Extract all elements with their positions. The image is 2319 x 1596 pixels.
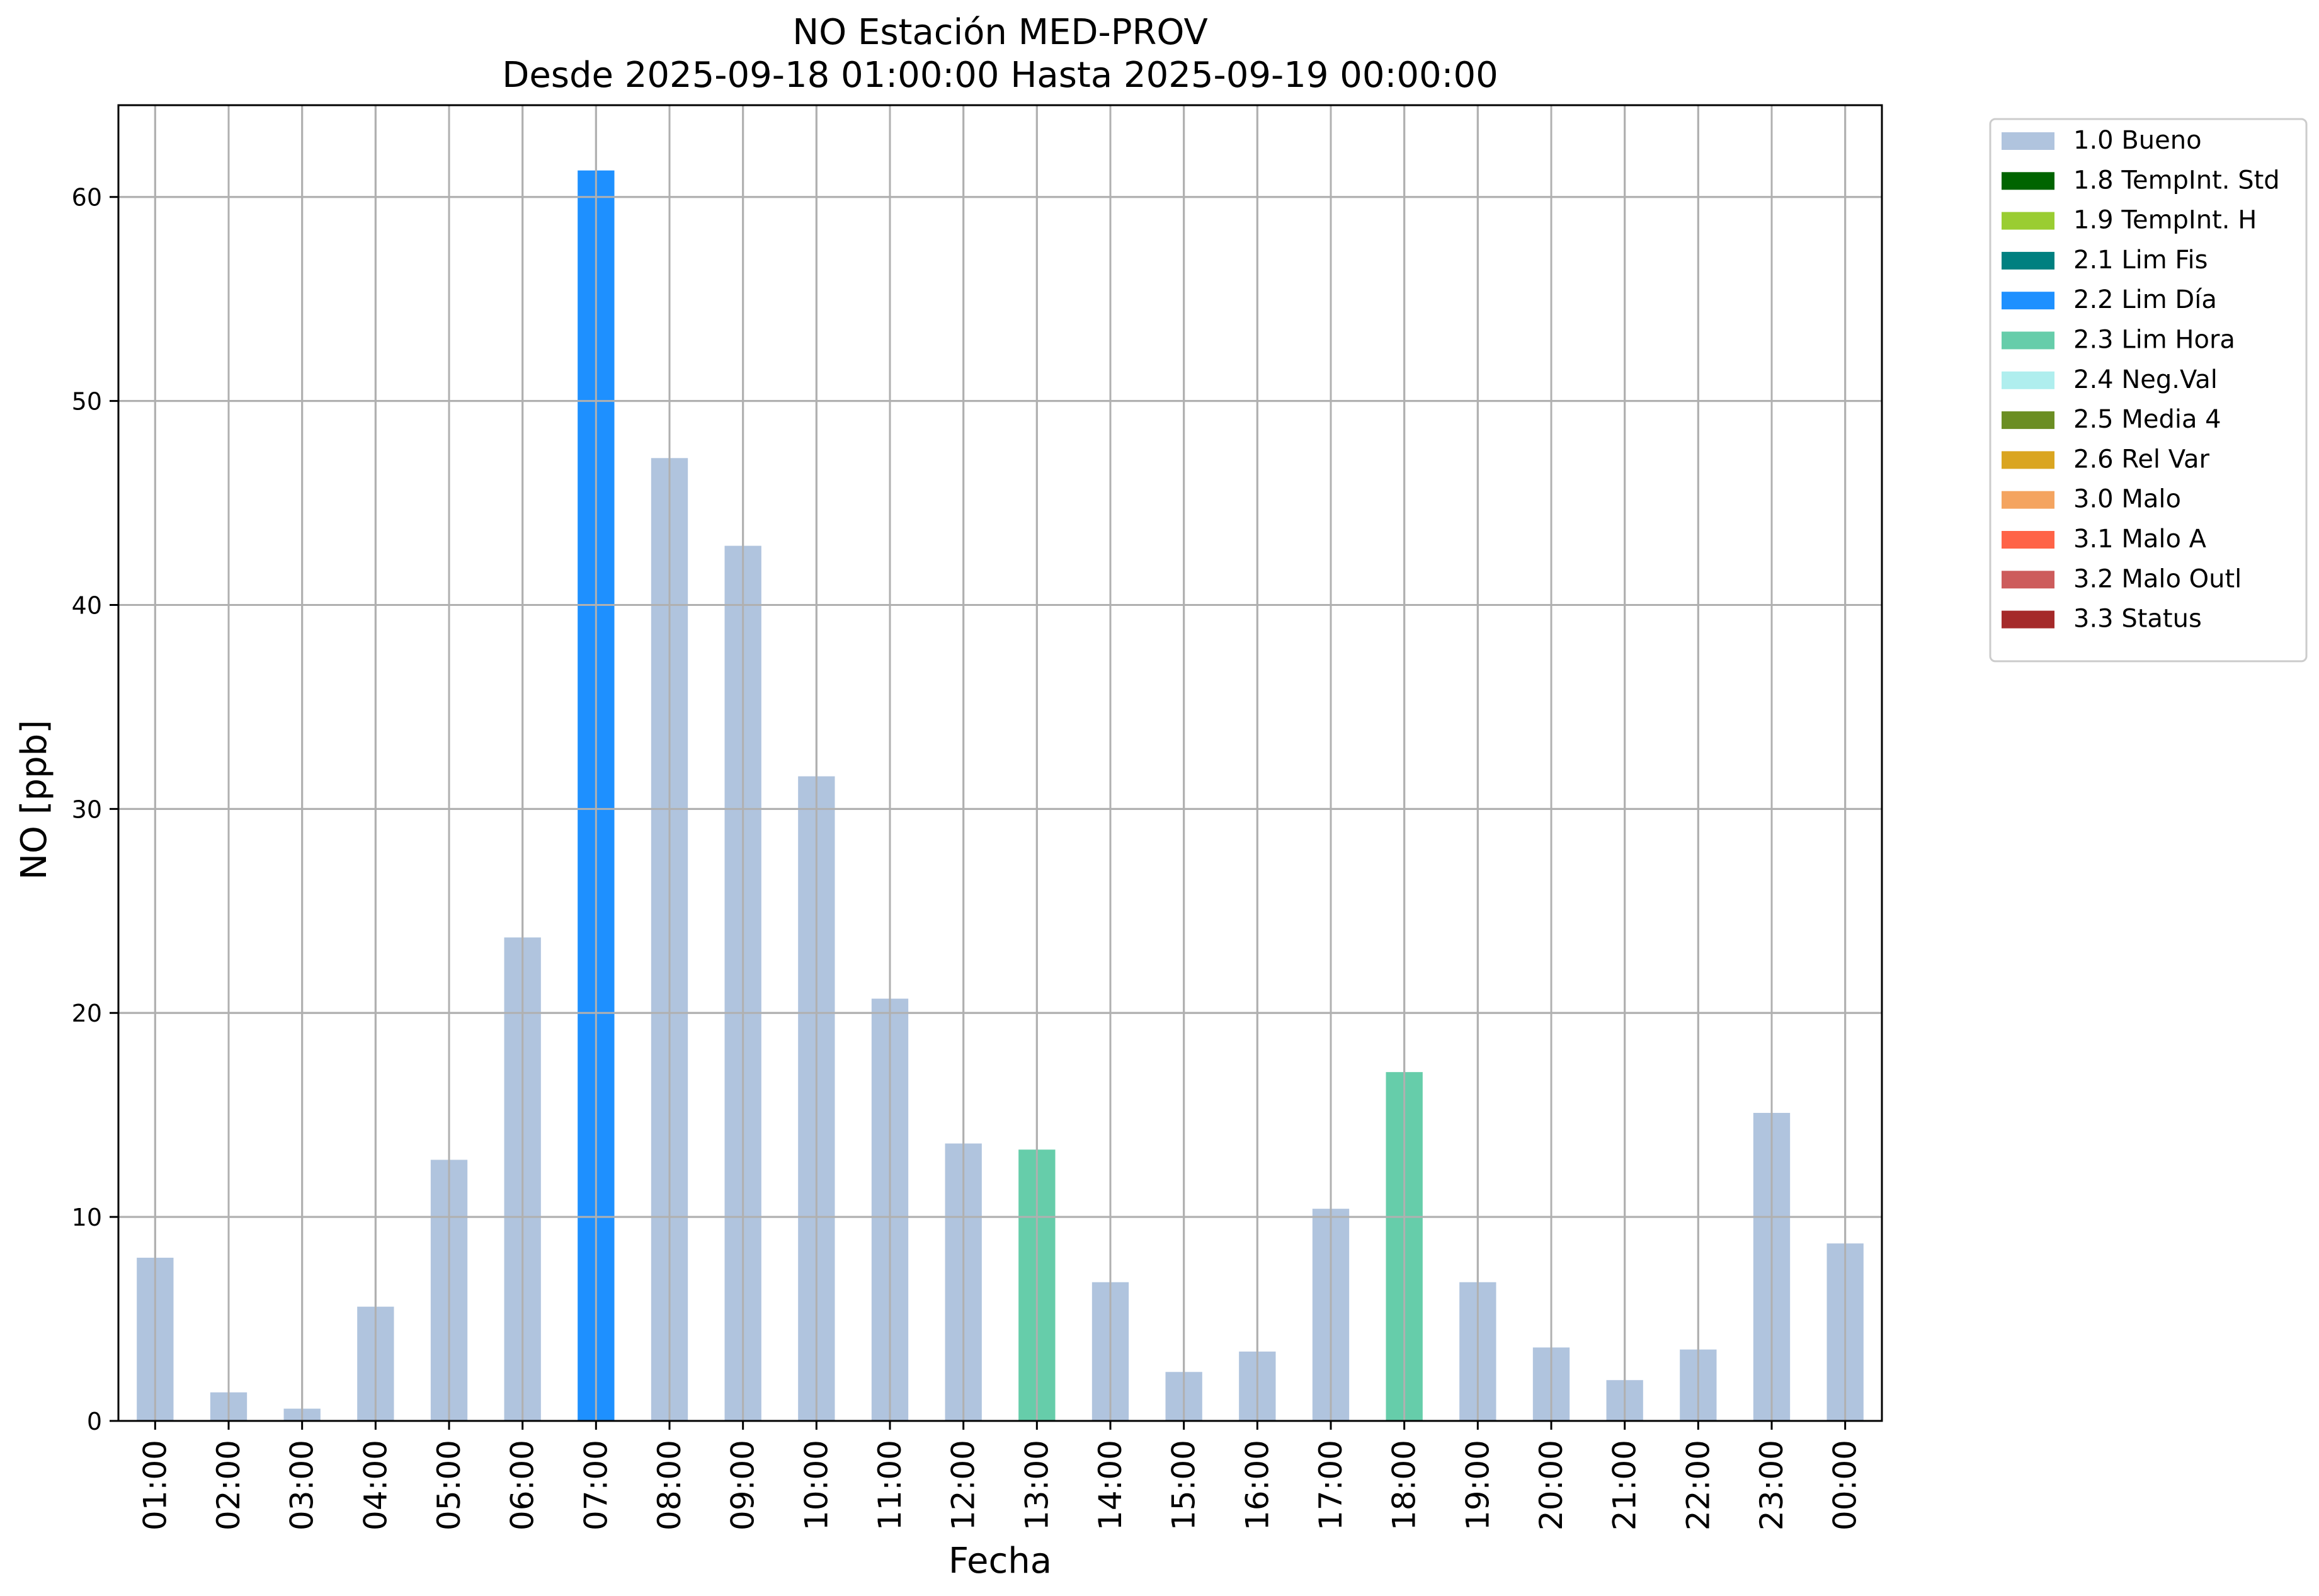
- x-axis-ticks: 01:00 02:00 03:00 04:00 05:00 06:00 07:00 08:00…: [137, 1421, 1864, 1530]
- x-tick-label: 16:00: [1239, 1440, 1275, 1530]
- x-tick-label: 15:00: [1166, 1440, 1202, 1530]
- x-tick-label: 03:00: [284, 1440, 321, 1530]
- bars: [118, 105, 1882, 1422]
- legend-label: 2.3 Lim Hora: [2073, 326, 2235, 355]
- y-tick-label: 20: [72, 1000, 102, 1027]
- legend-swatch: [2002, 411, 2054, 430]
- grid-overlay: [118, 105, 1882, 1422]
- x-tick-label: 13:00: [1018, 1440, 1055, 1530]
- x-tick-label: 01:00: [137, 1440, 173, 1530]
- y-tick-label: 40: [72, 591, 102, 619]
- chart-subtitle: Desde 2025-09-18 01:00:00 Hasta 2025-09-…: [502, 55, 1498, 96]
- plot-frame: [117, 104, 1883, 1422]
- x-tick-label: 18:00: [1386, 1440, 1423, 1530]
- y-axis-ticks: 0 10 20 30 40 50 60: [72, 184, 118, 1435]
- legend-swatch: [2002, 371, 2054, 389]
- legend-label: 3.0 Malo: [2073, 485, 2181, 514]
- legend: 1.0 Bueno 1.8 TempInt. Std 1.9 TempInt. H 2…: [1989, 118, 2308, 663]
- legend-label: 2.2 Lim Día: [2073, 285, 2217, 314]
- x-tick-label: 05:00: [431, 1440, 467, 1530]
- x-tick-label: 17:00: [1313, 1440, 1349, 1530]
- x-tick-label: 08:00: [651, 1440, 688, 1530]
- x-tick-label: 04:00: [357, 1440, 394, 1530]
- x-tick-label: 09:00: [725, 1440, 761, 1530]
- y-tick-label: 10: [72, 1204, 102, 1231]
- legend-label: 1.0 Bueno: [2073, 126, 2202, 155]
- x-tick-label: 02:00: [210, 1440, 247, 1530]
- legend-swatch: [2002, 531, 2054, 549]
- x-tick-label: 22:00: [1680, 1440, 1716, 1530]
- x-tick-label: 19:00: [1459, 1440, 1496, 1530]
- legend-swatch: [2002, 292, 2054, 310]
- legend-swatch: [2002, 571, 2054, 589]
- legend-swatch: [2002, 172, 2054, 190]
- y-tick-label: 0: [87, 1408, 102, 1435]
- legend-label: 3.1 Malo A: [2073, 525, 2207, 554]
- legend-swatch: [2002, 132, 2054, 150]
- legend-swatch: [2002, 491, 2054, 509]
- x-tick-label: 11:00: [872, 1440, 908, 1530]
- x-tick-label: 23:00: [1753, 1440, 1790, 1530]
- legend-swatch: [2002, 610, 2054, 629]
- legend-box: [1989, 118, 2308, 663]
- x-axis-label: Fecha: [949, 1541, 1052, 1582]
- legend-swatch: [2002, 212, 2054, 230]
- x-tick-label: 07:00: [578, 1440, 614, 1530]
- legend-swatch: [2002, 251, 2054, 270]
- y-axis-label: NO [ppb]: [14, 720, 55, 880]
- x-tick-label: 10:00: [798, 1440, 835, 1530]
- chart-title: NO Estación MED-PROV: [792, 12, 1208, 53]
- legend-label: 2.1 Lim Fis: [2073, 246, 2208, 275]
- legend-label: 3.2 Malo Outl: [2073, 564, 2242, 593]
- legend-label: 1.8 TempInt. Std: [2073, 166, 2280, 195]
- x-tick-label: 12:00: [945, 1440, 982, 1530]
- x-tick-label: 06:00: [504, 1440, 541, 1530]
- y-tick-label: 50: [72, 388, 102, 416]
- legend-label: 1.9 TempInt. H: [2073, 206, 2257, 235]
- y-tick-label: 30: [72, 795, 102, 823]
- legend-swatch: [2002, 451, 2054, 469]
- x-tick-label: 14:00: [1092, 1440, 1129, 1530]
- legend-label: 2.5 Media 4: [2073, 405, 2221, 434]
- x-tick-label: 21:00: [1607, 1440, 1643, 1530]
- legend-label: 2.4 Neg.Val: [2073, 365, 2218, 394]
- x-tick-label: 20:00: [1533, 1440, 1570, 1530]
- x-tick-label: 00:00: [1827, 1440, 1864, 1530]
- y-tick-label: 60: [72, 184, 102, 212]
- legend-label: 2.6 Rel Var: [2073, 445, 2210, 474]
- legend-label: 3.3 Status: [2073, 605, 2202, 634]
- legend-swatch: [2002, 331, 2054, 350]
